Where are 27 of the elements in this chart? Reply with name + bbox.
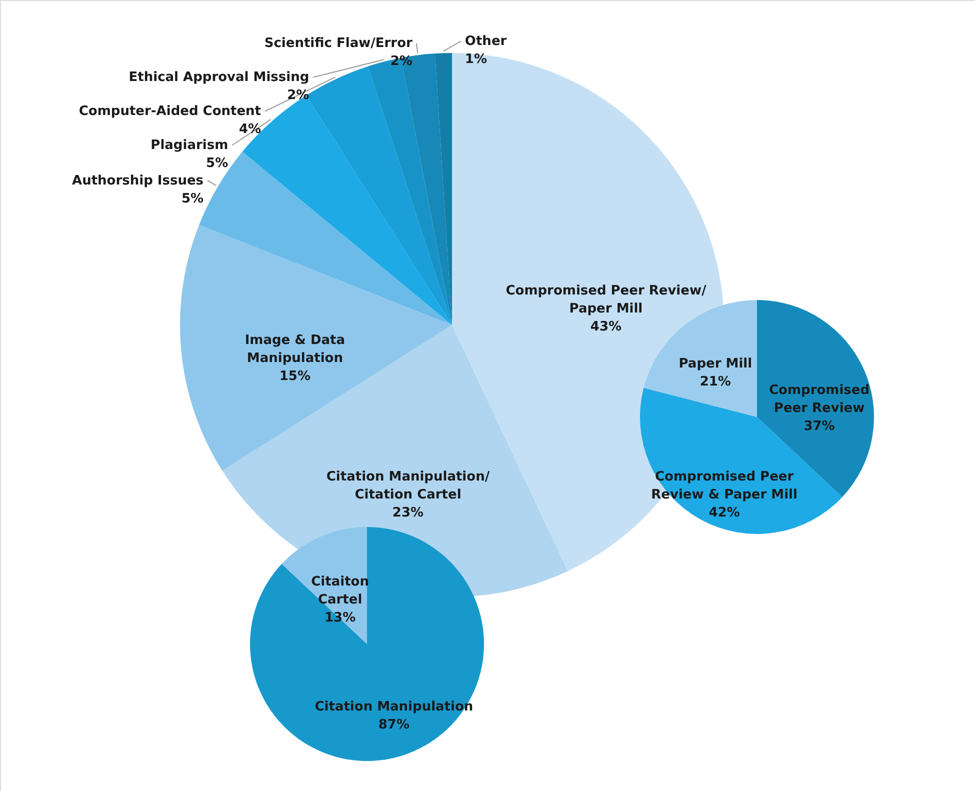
data-label: 87% [378, 717, 410, 732]
data-label: 1% [464, 52, 487, 68]
slice-label: Compromised Peer Review [769, 383, 870, 416]
data-label: 4% [238, 122, 262, 138]
data-label: 2% [390, 54, 412, 70]
slice-label: Plagiarism [150, 138, 228, 154]
data-label: 15% [279, 368, 311, 384]
pie-slice [250, 527, 484, 761]
data-label: 43% [590, 320, 622, 335]
slice-label: Scientific Flaw/Error [264, 36, 413, 52]
data-label: 42% [708, 505, 740, 520]
slice-label: Paper Mill [678, 356, 752, 372]
slice-label: Authorship Issues [72, 173, 204, 188]
slice-label: Other [464, 34, 508, 50]
data-label: 5% [206, 156, 228, 172]
data-label: 2% [287, 88, 310, 104]
pie-slice [180, 224, 452, 471]
slice-label: Image & Data Manipulation [244, 332, 346, 366]
pie-slice [644, 300, 757, 417]
data-label: 21% [700, 374, 731, 390]
slice-label: Ethical Approval Missing [128, 70, 310, 86]
data-label: 23% [392, 505, 424, 520]
slice-label: Computer-Aided Content [78, 104, 262, 120]
data-label: 37% [804, 419, 835, 434]
data-label: 5% [181, 191, 204, 206]
slice-label: Compromised Peer Review/Paper Mill [506, 284, 706, 317]
slice-label: Citation Manipulation/Citation Cartel [326, 469, 490, 502]
